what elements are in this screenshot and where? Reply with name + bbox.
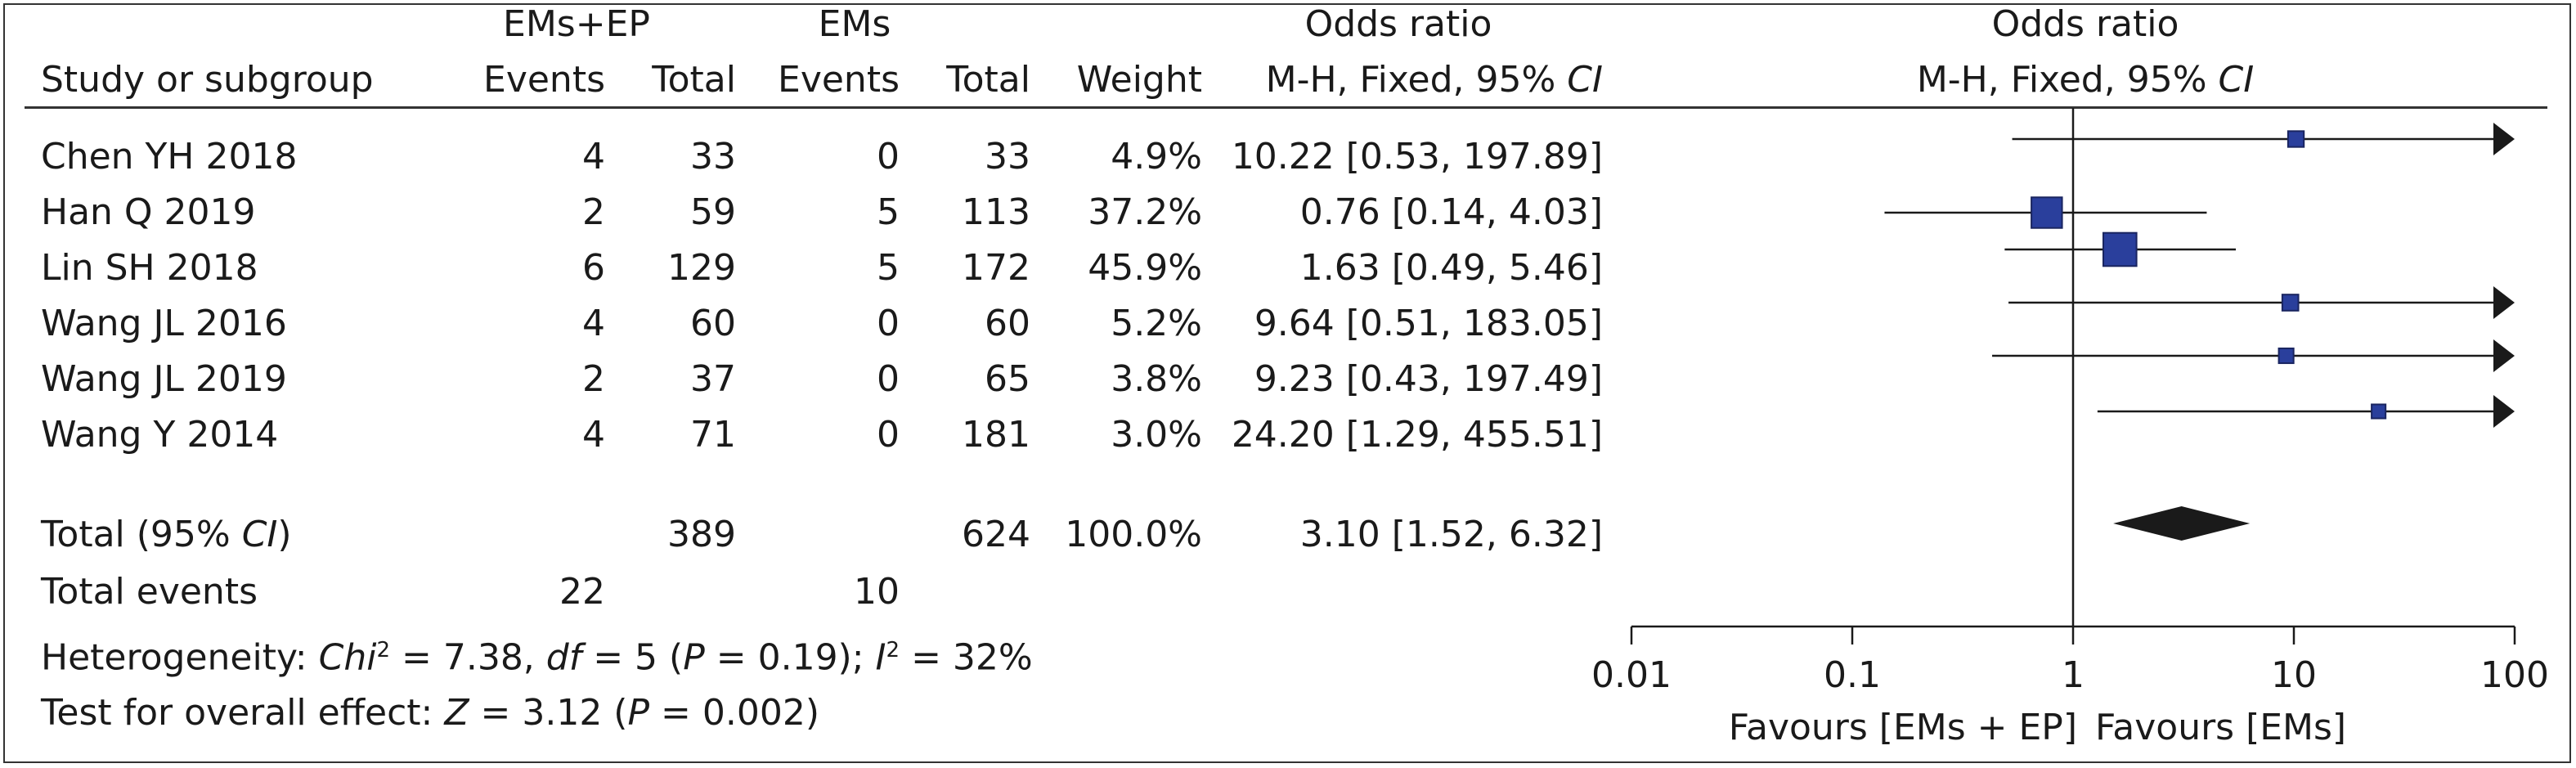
study-marker (2371, 403, 2387, 420)
figure-frame (3, 3, 2571, 763)
or-ci-cell: 24.20 [1.29, 455.51] (1231, 414, 1603, 456)
weight-cell: 3.0% (1111, 414, 1202, 456)
weight-header: Weight (1076, 59, 1202, 101)
overall-effect-text: Test for overall effect: Z = 3.12 (P = 0… (41, 692, 819, 734)
events2-header: Events (778, 59, 900, 101)
or-ci-cell: 9.23 [0.43, 197.49] (1254, 358, 1603, 400)
weight-cell: 45.9% (1088, 247, 1202, 289)
total2-cell: 33 (985, 136, 1030, 177)
method-header: M-H, Fixed, 95% CI (1265, 59, 1603, 101)
weight-cell: 37.2% (1088, 191, 1202, 233)
or-label: Odds ratio (1304, 3, 1492, 45)
ci-arrow (2493, 286, 2515, 319)
events1-cell: 4 (582, 136, 605, 177)
study-column-header: Study or subgroup (41, 59, 374, 101)
events2-cell: 0 (877, 303, 900, 344)
total-weight: 100.0% (1065, 514, 1202, 555)
total-events2: 10 (854, 571, 900, 613)
pooled-diamond (2113, 506, 2251, 541)
or-ci-cell: 1.63 [0.49, 5.46] (1299, 247, 1603, 289)
study-marker (2278, 347, 2295, 365)
events1-cell: 4 (582, 414, 605, 456)
events2-cell: 0 (877, 414, 900, 456)
weight-cell: 3.8% (1111, 358, 1202, 400)
events1-cell: 6 (582, 247, 605, 289)
events2-cell: 0 (877, 136, 900, 177)
total1-value: 389 (667, 514, 736, 555)
total1-cell: 59 (690, 191, 736, 233)
study-marker (2287, 130, 2305, 148)
weight-cell: 4.9% (1111, 136, 1202, 177)
events1-cell: 2 (582, 358, 605, 400)
x-tick-label: 100 (2480, 654, 2549, 696)
total-events1: 22 (559, 571, 605, 613)
events1-header: Events (483, 59, 605, 101)
total1-cell: 33 (690, 136, 736, 177)
group1-label: EMs+EP (503, 3, 650, 45)
study-name: Wang JL 2019 (41, 358, 287, 400)
total1-cell: 129 (667, 247, 736, 289)
ci-arrow (2493, 395, 2515, 428)
header-divider (25, 106, 2547, 109)
x-tick-label: 1 (2062, 654, 2085, 696)
study-name: Lin SH 2018 (41, 247, 258, 289)
total-label: Total (95% CI) (41, 514, 292, 555)
plot-method-header: M-H, Fixed, 95% CI (1916, 59, 2255, 101)
events2-cell: 5 (877, 191, 900, 233)
ci-arrow (2493, 123, 2515, 155)
total2-cell: 60 (985, 303, 1030, 344)
total2-cell: 181 (962, 414, 1030, 456)
study-marker (2031, 196, 2063, 229)
ci-arrow (2493, 339, 2515, 372)
total1-cell: 60 (690, 303, 736, 344)
or-ci-cell: 9.64 [0.51, 183.05] (1254, 303, 1603, 344)
plot-title: Odds ratio (1991, 3, 2179, 45)
or-ci-cell: 10.22 [0.53, 197.89] (1231, 136, 1603, 177)
heterogeneity-text: Heterogeneity: Chi2 = 7.38, df = 5 (P = … (41, 636, 1033, 679)
total2-cell: 113 (962, 191, 1030, 233)
total2-header: Total (946, 59, 1030, 101)
study-name: Wang JL 2016 (41, 303, 287, 344)
total1-cell: 37 (690, 358, 736, 400)
group2-label: EMs (818, 3, 891, 45)
study-name: Wang Y 2014 (41, 414, 279, 456)
study-marker (2102, 231, 2138, 267)
total-events-label: Total events (41, 571, 258, 613)
weight-cell: 5.2% (1111, 303, 1202, 344)
events1-cell: 2 (582, 191, 605, 233)
favours-right-label: Favours [EMs] (2095, 707, 2347, 748)
total2-value: 624 (962, 514, 1030, 555)
events2-cell: 5 (877, 247, 900, 289)
or-ci-cell: 0.76 [0.14, 4.03] (1299, 191, 1603, 233)
favours-left-label: Favours [EMs + EP] (1728, 707, 2077, 748)
total1-header: Total (652, 59, 736, 101)
x-tick-label: 0.01 (1591, 654, 1672, 696)
x-tick-label: 0.1 (1824, 654, 1881, 696)
total2-cell: 172 (962, 247, 1030, 289)
total2-cell: 65 (985, 358, 1030, 400)
total1-cell: 71 (690, 414, 736, 456)
events2-cell: 0 (877, 358, 900, 400)
total-or-text: 3.10 [1.52, 6.32] (1299, 514, 1603, 555)
study-name: Chen YH 2018 (41, 136, 298, 177)
study-name: Han Q 2019 (41, 191, 256, 233)
x-tick-label: 10 (2271, 654, 2317, 696)
events1-cell: 4 (582, 303, 605, 344)
study-marker (2281, 294, 2300, 312)
